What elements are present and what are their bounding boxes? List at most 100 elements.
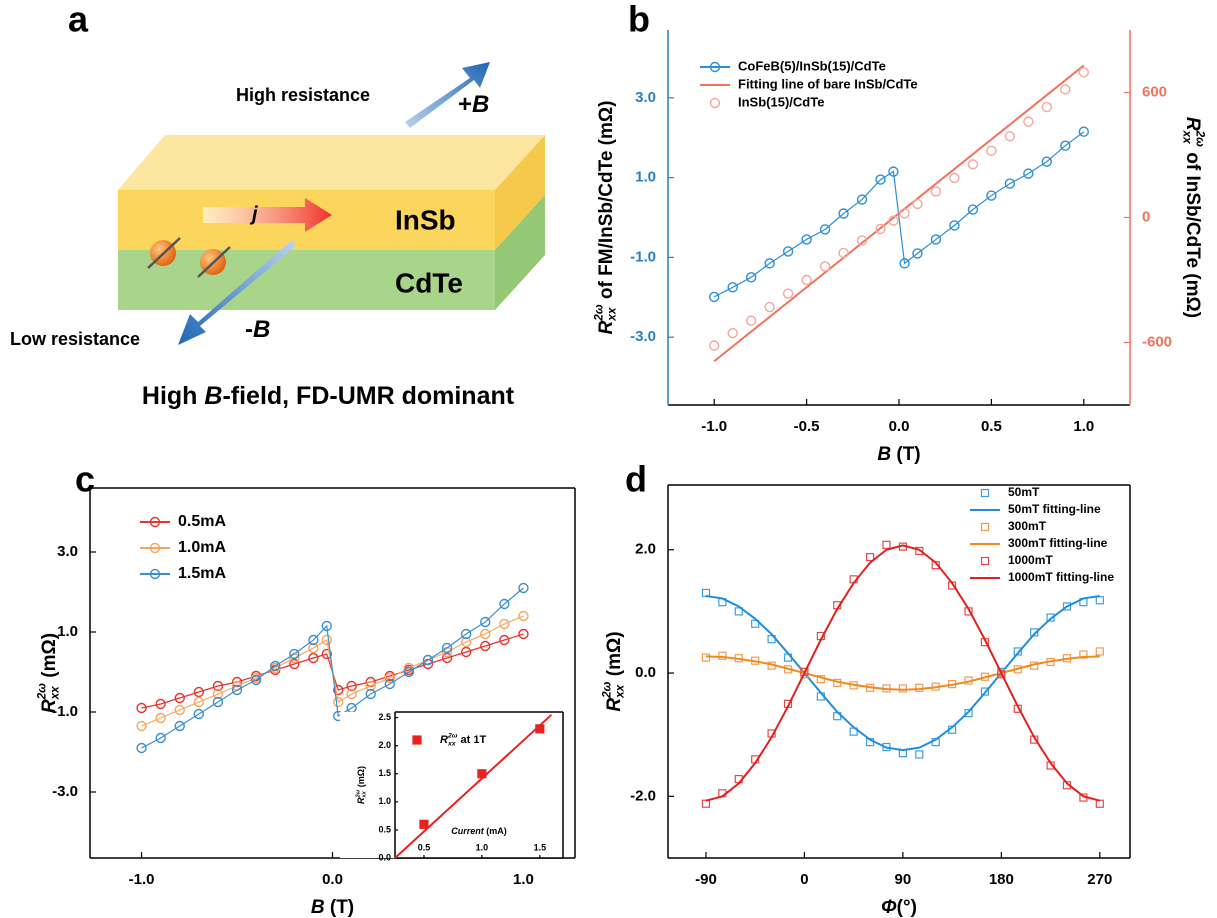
data-point: [800, 667, 809, 676]
label-part: B: [311, 897, 325, 918]
data-point: [174, 692, 185, 704]
legend-label: 1000mT: [1008, 553, 1053, 567]
panel-label: b: [628, 0, 650, 40]
label-part: R: [604, 698, 625, 712]
legend-label: 1.0mA: [178, 539, 226, 556]
data-point: [1062, 602, 1072, 611]
y-tick-label: 2.0: [635, 541, 656, 558]
x-axis-label: Φ(°): [881, 897, 917, 918]
data-point: [441, 642, 453, 654]
y-tick-label: 0.5: [378, 824, 391, 834]
plot-area: [394, 714, 553, 859]
x-tick-label: -0.5: [794, 418, 820, 435]
data-point: [384, 678, 395, 690]
data-point: [289, 658, 300, 670]
data-point: [915, 546, 924, 556]
x-axis-label: B (T): [877, 444, 920, 465]
x-tick-label: -1.0: [701, 418, 727, 435]
y-axis-label: Rxx2ω (mΩ): [356, 766, 368, 804]
x-tick-label: 1.5: [534, 842, 547, 852]
data-point: [801, 234, 812, 245]
y-tick-label: -3.0: [630, 328, 656, 345]
data-point: [308, 652, 319, 664]
data-point: [441, 652, 453, 664]
data-point: [518, 628, 529, 640]
data-point: [412, 735, 422, 745]
label-part: of InSb/CdTe (mΩ): [1182, 147, 1203, 318]
series-line: [705, 544, 1101, 802]
y-axis-label: Rxx2ω (mΩ): [36, 633, 62, 713]
data-point: [174, 704, 185, 716]
data-point: [899, 258, 910, 269]
data-point: [997, 670, 1006, 679]
data-point: [1078, 126, 1090, 137]
data-point: [1095, 596, 1104, 605]
caption-part: High: [142, 382, 205, 410]
data-point: [819, 261, 831, 272]
y-tick-label: -1.0: [630, 248, 656, 265]
data-point: [193, 708, 205, 720]
data-point: [964, 709, 973, 718]
data-point: [882, 540, 891, 549]
data-point: [751, 619, 760, 628]
data-point: [782, 246, 794, 257]
label-part: 2ω: [447, 732, 458, 739]
data-point: [709, 291, 720, 303]
data-point: [460, 628, 472, 640]
x-tick-label: 0.0: [322, 871, 343, 888]
label-part: (T): [325, 897, 355, 918]
data-point: [838, 247, 849, 259]
data-point: [1004, 131, 1016, 142]
panel-label: c: [75, 459, 95, 500]
data-point: [980, 488, 990, 498]
data-point: [745, 272, 757, 283]
data-point: [1023, 168, 1034, 179]
data-point: [764, 301, 775, 313]
data-point: [986, 145, 997, 157]
data-point: [865, 553, 875, 562]
data-point: [499, 634, 510, 646]
series-line: [705, 655, 1100, 691]
data-point: [333, 696, 344, 708]
legend-label: Rxx2ω at 1T: [440, 732, 486, 747]
y-axis-label: Rxx2ω (mΩ): [601, 631, 627, 711]
legend-label: Fitting line of bare InSb/CdTe: [738, 76, 918, 91]
label-part: 2ω: [1193, 130, 1206, 148]
data-point: [1079, 650, 1088, 659]
data-point: [986, 190, 997, 201]
data-point: [149, 542, 161, 554]
data-point: [745, 315, 757, 326]
data-point: [967, 159, 979, 170]
data-point: [174, 720, 185, 732]
label-part: (mΩ): [39, 633, 60, 683]
label-part: (°): [897, 897, 917, 918]
y-tick-label: 2.5: [378, 712, 391, 722]
label-part: (T): [891, 444, 921, 465]
plot-area: [136, 582, 529, 754]
data-point: [1095, 799, 1104, 808]
data-point: [930, 234, 942, 245]
top-face: [118, 135, 545, 190]
data-point: [365, 688, 376, 700]
y-tick-label: -1.0: [52, 703, 78, 720]
data-point: [365, 680, 376, 692]
label-part: of FM/InSb/CdTe (mΩ): [596, 101, 617, 305]
data-point: [1060, 140, 1071, 151]
data-point: [321, 620, 332, 632]
cdte-layer: [118, 250, 495, 310]
cdte-side: [495, 195, 545, 310]
data-point: [1041, 156, 1053, 167]
label-part: 2ω: [36, 683, 49, 701]
data-point: [764, 258, 775, 269]
y2-tick-label: 0: [1142, 208, 1150, 225]
series-line: [713, 131, 1085, 298]
data-point: [734, 607, 743, 616]
data-point: [419, 819, 429, 829]
data-point: [782, 288, 794, 299]
x-tick-label: 0.0: [889, 418, 910, 435]
label-part: (mΩ): [604, 631, 625, 681]
legend-label: 300mT fitting-line: [1008, 536, 1108, 550]
label-part: R: [440, 734, 448, 746]
caption-part: B: [204, 382, 222, 410]
